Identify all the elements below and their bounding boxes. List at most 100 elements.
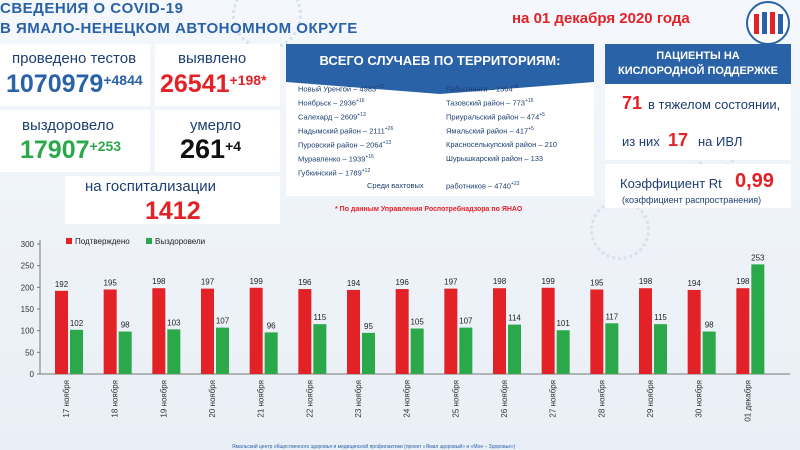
tests-value: 1070979+4844 [6,70,143,98]
bar-confirmed [201,288,214,374]
data-label: 101 [556,319,570,328]
data-label: 198 [639,277,653,286]
emblem-icon [746,1,790,45]
recovered-label: выздоровело [22,117,114,134]
bar-recovered [702,331,716,374]
bar-recovered [654,324,667,374]
bar-recovered [167,329,181,374]
page-title-line1: СВЕДЕНИЯ О COVID-19 [0,0,184,17]
hospital-value: 1412 [145,197,201,225]
territories-header: ВСЕГО СЛУЧАЕВ ПО ТЕРРИТОРИЯМ: [286,44,594,94]
bar-recovered [751,264,765,374]
rt-note: (коэффициент распространения) [622,195,762,205]
y-tick-label: 250 [21,262,35,271]
territory-item: Ноябрьск – 2936+16 [298,98,365,108]
legend-label: Подтверждено [75,237,130,246]
legend-swatch [146,238,152,244]
territories-panel: ВСЕГО СЛУЧАЕВ ПО ТЕРРИТОРИЯМ: [286,44,594,196]
x-tick-label: 27 ноября [549,380,558,418]
detected-value: 26541+198* [160,70,267,98]
bar-confirmed [347,289,360,374]
x-tick-label: 26 ноября [500,380,509,418]
ivl-prefix: из них [622,134,660,149]
ivl-value: 17 [668,130,689,150]
x-tick-label: 24 ноября [403,380,412,418]
bar-recovered [556,330,570,374]
x-tick-label: 29 ноября [646,380,655,418]
x-tick-label: 01 декабря [743,380,752,422]
recovered-card [0,110,150,172]
bar-recovered [313,324,327,374]
severe-value: 71 [622,93,643,113]
y-tick-label: 200 [21,283,35,292]
x-tick-label: 25 ноября [451,380,460,418]
oxygen-header: ПАЦИЕНТЫ НА КИСЛОРОДНОЙ ПОДДЕРЖКЕ [605,44,791,84]
bar-recovered [362,332,375,374]
territory-item: Губкинский – 1789+12 [298,168,371,178]
data-label: 95 [364,322,373,331]
legend-label: Выздоровели [155,237,205,246]
data-label: 198 [736,277,750,286]
died-card [155,110,280,172]
data-label: 98 [121,321,130,330]
data-label: 194 [347,279,361,288]
bar-recovered [410,328,424,374]
data-label: 115 [313,313,326,322]
bar-confirmed [590,289,604,374]
x-tick-label: 20 ноября [208,380,217,418]
hospital-label: на госпитализации [85,178,217,195]
x-tick-label: 23 ноября [354,380,363,418]
severe-label: в тяжелом состоянии, [648,97,781,112]
x-tick-label: 30 ноября [695,380,704,418]
data-label: 195 [103,279,117,288]
data-label: 197 [444,278,458,287]
page-title-line2: В ЯМАЛО-НЕНЕЦКОМ АВТОНОМНОМ ОКРУГЕ [0,20,358,37]
data-label: 198 [493,277,507,286]
bar-recovered [605,323,619,374]
bar-recovered [508,324,521,374]
bar-confirmed [639,288,652,374]
data-label: 199 [541,277,555,286]
data-label: 195 [590,279,604,288]
data-label: 114 [508,314,521,323]
data-label: 98 [705,321,714,330]
territory-item: Шурышкарский район – 133 [446,154,544,163]
data-label: 199 [249,277,263,286]
bar-confirmed [152,288,166,374]
rt-value: 0,99 [735,170,774,192]
bar-confirmed [493,288,506,374]
shift-workers-label: Среди вахтовых [367,181,424,190]
oxygen-panel [605,84,791,160]
report-date: на 01 декабря 2020 года [512,10,690,27]
bar-confirmed [395,289,409,374]
territory-item: Муравленко – 1939+16 [298,154,374,164]
data-label: 192 [55,280,69,289]
territory-item: Салехард – 2609+13 [298,112,366,122]
data-label: 253 [751,253,765,262]
detected-delta: +198* [229,72,267,88]
bar-recovered [70,329,83,374]
died-delta: +4 [225,138,242,154]
data-label: 197 [201,278,215,287]
bar-confirmed [103,289,117,374]
y-tick-label: 50 [25,348,34,357]
y-tick-label: 150 [21,305,35,314]
x-tick-label: 17 ноября [62,380,71,418]
x-tick-label: 28 ноября [597,380,606,418]
territory-item: Приуральский район – 474+5 [446,112,545,122]
bar-confirmed [541,287,555,374]
data-label: 198 [152,277,166,286]
data-label: 194 [687,279,701,288]
y-tick-label: 0 [30,370,35,379]
data-label: 196 [395,278,409,287]
territory-item: Пуровский район – 2064+13 [298,140,392,150]
y-tick-label: 300 [21,240,35,249]
rt-panel [605,164,791,208]
detected-label: выявлено [178,50,247,67]
legend-swatch [66,238,72,244]
detected-card [155,44,280,106]
bar-recovered [216,327,229,374]
x-tick-label: 18 ноября [111,380,120,418]
territory-item: Тазовский район – 773+15 [446,98,534,108]
recovered-value: 17907+253 [20,136,122,164]
